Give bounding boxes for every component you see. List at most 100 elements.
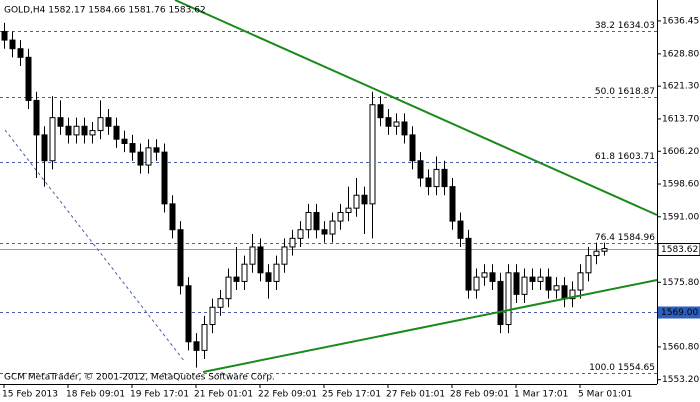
candle-body	[497, 280, 504, 326]
candle-body	[169, 203, 176, 231]
candle-body	[81, 125, 88, 136]
candle-body	[553, 285, 560, 291]
candle-body	[425, 177, 432, 188]
candle-body	[73, 125, 80, 136]
fib-level-label: 38.2 1634.03	[595, 21, 655, 31]
candle-body	[65, 125, 72, 136]
candle-body	[529, 276, 536, 282]
x-tick-label: 21 Feb 01:01	[194, 390, 253, 400]
y-tick-label: 1553.20	[662, 375, 699, 385]
candle-body	[593, 250, 600, 257]
y-tick-label: 1598.60	[662, 180, 699, 190]
y-tick-label: 1628.80	[662, 49, 699, 59]
candle-body	[193, 341, 200, 351]
y-tick-label: 1636.45	[662, 16, 699, 26]
candle-body	[385, 117, 392, 127]
candle-body	[433, 168, 440, 188]
candle-body	[41, 134, 48, 162]
candle-body	[241, 263, 248, 282]
candle-body	[185, 285, 192, 343]
y-tick-label: 1560.80	[662, 342, 699, 352]
candle-body	[1, 30, 8, 41]
candle-body	[481, 272, 488, 278]
candle-body	[265, 272, 272, 282]
fib-level-label: 50.0 1618.87	[595, 87, 655, 97]
y-tick-label: 1606.20	[662, 147, 699, 157]
candle-body	[305, 211, 312, 231]
candle-body	[409, 134, 416, 162]
x-tick-label: 19 Feb 17:01	[130, 390, 189, 400]
candle-body	[145, 147, 152, 166]
fib-base-line	[4, 129, 186, 363]
candle-body	[361, 194, 368, 205]
y-tick-label: 1613.70	[662, 114, 699, 124]
x-tick-label: 27 Feb 01:01	[386, 390, 445, 400]
y-tick-label: 1621.30	[662, 82, 699, 92]
candle-body	[545, 276, 552, 291]
candle-body	[25, 56, 32, 101]
candle-body	[521, 276, 528, 295]
candle-body	[209, 306, 216, 326]
support-price-box	[658, 306, 700, 319]
candle-body	[401, 121, 408, 136]
candle-body	[113, 125, 120, 140]
candle-body	[329, 220, 336, 235]
trend-line-lower	[202, 279, 658, 373]
candle-body	[177, 229, 184, 287]
candle-body	[257, 246, 264, 274]
chart-title: GOLD,H4 1582.17 1584.66 1581.76 1583.62	[4, 6, 206, 16]
candle-body	[289, 237, 296, 248]
candle-body	[537, 276, 544, 282]
candle-body	[569, 289, 576, 300]
fib-level-label: 76.4 1584.96	[595, 233, 655, 243]
plot-area: 1553.20 1560.80 1575.80 1591.00 1598.60 1606.…	[0, 16, 699, 385]
candle-body	[489, 272, 496, 282]
candle-body	[129, 143, 136, 153]
fib-level-label: 61.8 1603.71	[595, 152, 655, 162]
candle-body	[441, 168, 448, 188]
x-tick-label: 15 Feb 2013	[2, 390, 58, 400]
candle-body	[281, 246, 288, 265]
candle-body	[417, 160, 424, 179]
candle-body	[9, 39, 16, 50]
candle-body	[297, 229, 304, 239]
candle-body	[465, 237, 472, 291]
current-price-label: 1583.62	[661, 245, 698, 255]
x-tick-label: 28 Feb 09:01	[450, 390, 509, 400]
candle-body	[17, 48, 24, 58]
fib-level-label: 100.0 1554.65	[589, 363, 655, 373]
candle-body	[201, 324, 208, 351]
candle-body	[89, 130, 96, 136]
candle-body	[561, 285, 568, 300]
x-tick-label: 18 Feb 09:01	[66, 390, 125, 400]
candle-body	[217, 298, 224, 308]
candle-body	[601, 248, 608, 252]
candle-body	[393, 121, 400, 127]
candle-body	[449, 186, 456, 222]
candle-body	[321, 229, 328, 235]
x-tick-label: 25 Feb 17:01	[322, 390, 381, 400]
candle-body	[233, 276, 240, 282]
candle-body	[473, 276, 480, 291]
candle-body	[249, 246, 256, 265]
candle-body	[353, 194, 360, 209]
candle-body	[33, 99, 40, 136]
candle-body	[121, 138, 128, 145]
candle-body	[137, 151, 144, 166]
candle-body	[97, 117, 104, 132]
candle-body	[225, 276, 232, 300]
candle-body	[273, 263, 280, 282]
candle-body	[153, 147, 160, 153]
candle-body	[337, 211, 344, 222]
candle-body	[57, 117, 64, 127]
x-tick-label: 22 Feb 09:01	[258, 390, 317, 400]
y-tick-label: 1575.80	[662, 278, 699, 288]
x-tick-label: 1 Mar 17:01	[514, 390, 568, 400]
candle-body	[345, 207, 352, 213]
x-tick-label: 5 Mar 01:01	[578, 390, 632, 400]
candle-body	[585, 255, 592, 274]
candle-body	[457, 220, 464, 239]
candle-body	[505, 272, 512, 326]
current-price-box	[657, 243, 700, 256]
